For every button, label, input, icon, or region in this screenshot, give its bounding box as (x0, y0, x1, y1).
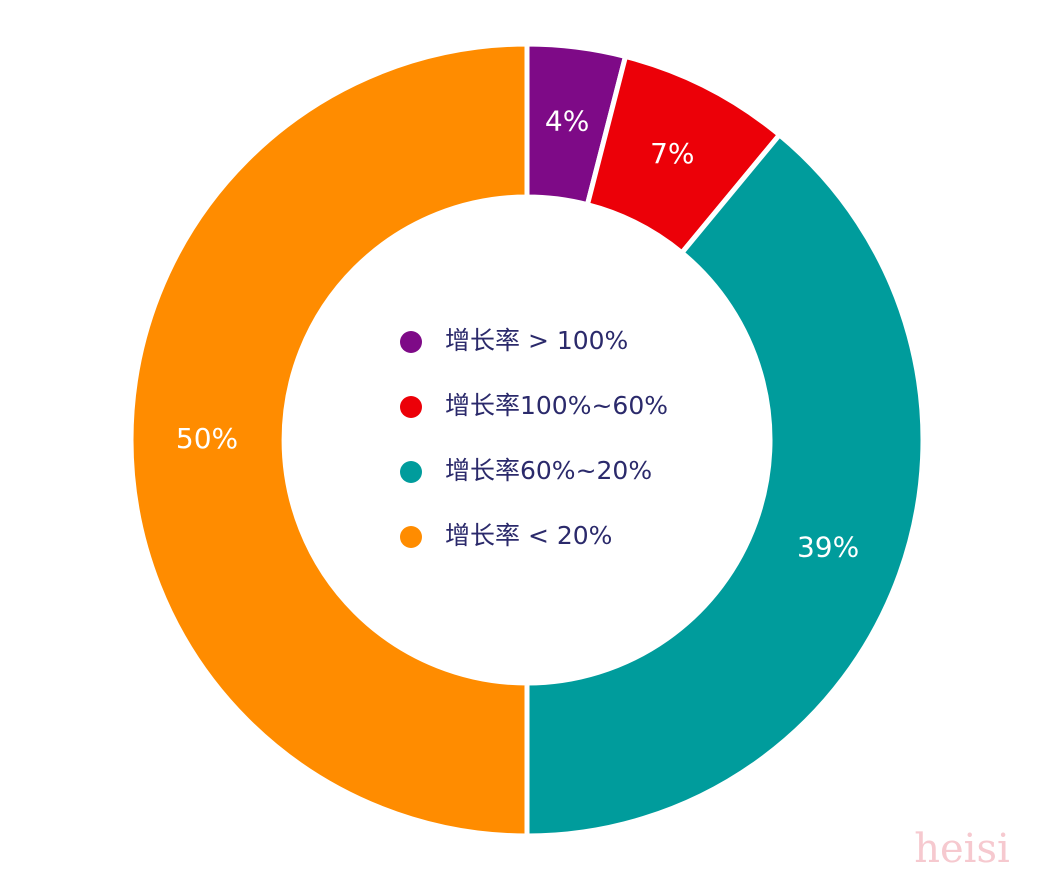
donut-slice (128, 41, 530, 839)
legend-label: 增长率60%~20% (445, 456, 652, 485)
watermark: heisi (914, 826, 1010, 872)
legend-marker (400, 461, 422, 483)
legend-label: 增长率 < 20% (445, 521, 612, 550)
value-label: 50% (176, 422, 238, 455)
legend-marker (400, 396, 422, 418)
legend-label: 增长率 > 100% (445, 326, 628, 355)
value-label: 4% (545, 105, 589, 138)
legend-label: 增长率100%~60% (445, 391, 668, 420)
legend-marker (400, 331, 422, 353)
value-label: 39% (797, 530, 859, 563)
donut-slice (524, 131, 926, 839)
value-label: 7% (650, 137, 694, 170)
legend-marker (400, 526, 422, 548)
